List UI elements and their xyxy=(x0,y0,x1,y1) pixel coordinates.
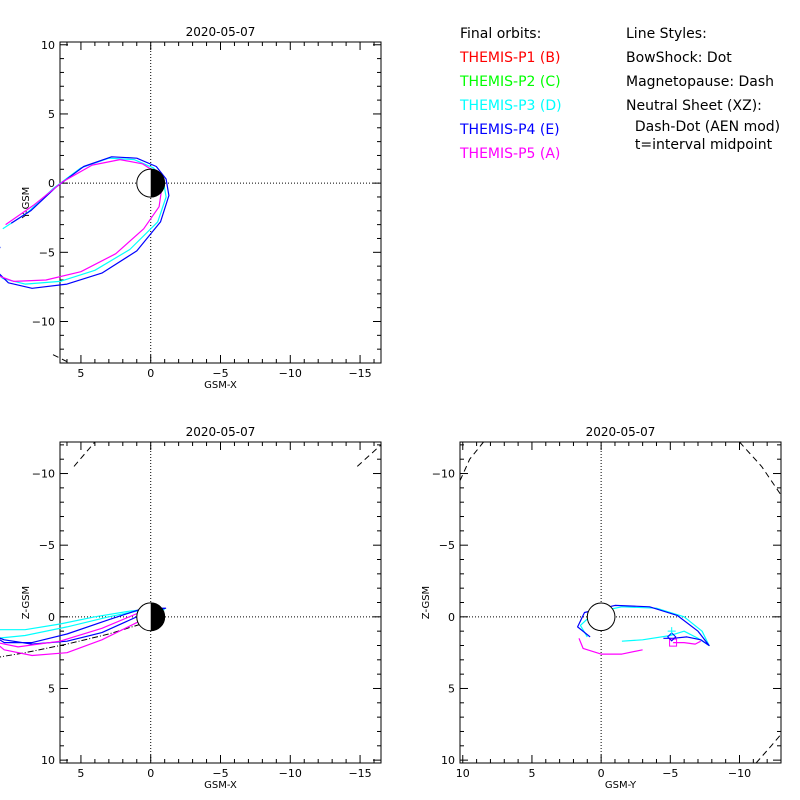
axis-ticks: 10 5 0 −5 −10 −10 −5 0 5 10 xyxy=(432,442,782,780)
x-tick-label: −10 xyxy=(279,767,302,780)
y-tick-label: 5 xyxy=(448,682,455,695)
x-tick-label: 0 xyxy=(147,367,154,380)
legend-title: Final orbits: xyxy=(460,26,542,42)
x-tick-label: −5 xyxy=(212,367,228,380)
y-axis-label: Y-GSM xyxy=(21,187,32,220)
plot-frame xyxy=(59,41,382,364)
y-tick-label: −10 xyxy=(32,468,55,481)
x-tick-label: 5 xyxy=(77,367,84,380)
chart-title: 2020-05-07 xyxy=(186,425,256,439)
orbit-line xyxy=(673,640,702,645)
x-tick-label: −5 xyxy=(662,767,678,780)
x-tick-label: 5 xyxy=(77,767,84,780)
style-bowshock: BowShock: Dot xyxy=(626,50,732,66)
y-tick-label: 5 xyxy=(48,682,55,695)
orbit-line xyxy=(0,159,163,282)
x-tick-label: −10 xyxy=(279,367,302,380)
y-tick-label: −5 xyxy=(439,539,455,552)
legend-item-p4: THEMIS-P4 (E) xyxy=(460,122,560,138)
earth-night-side xyxy=(150,169,165,198)
orbit-line xyxy=(0,607,165,639)
orbit-tracks xyxy=(0,607,167,657)
style-magnetopause: Magnetopause: Dash xyxy=(626,74,775,90)
y-tick-label: 5 xyxy=(48,108,55,121)
chart-title: 2020-05-07 xyxy=(586,425,656,439)
y-tick-label: −5 xyxy=(39,539,55,552)
legend-title: Line Styles: xyxy=(626,26,707,42)
end-marker-plus xyxy=(667,627,676,636)
earth-symbol xyxy=(136,602,166,632)
y-axis-label: Z-GSM xyxy=(21,586,32,619)
x-tick-label: −5 xyxy=(212,767,228,780)
magnetopause-line xyxy=(459,441,484,481)
orbit-line xyxy=(0,610,164,657)
magnetopause-line xyxy=(73,441,96,467)
end-markers xyxy=(666,627,678,647)
y-tick-label: −10 xyxy=(432,468,455,481)
legend-item-p1: THEMIS-P1 (B) xyxy=(460,50,561,66)
earth-symbol xyxy=(586,602,616,632)
orbit-tracks xyxy=(0,156,170,289)
axis-ticks: 5 0 −5 −10 −15 −10 −5 0 5 10 xyxy=(32,39,381,380)
earth-night-side xyxy=(150,602,165,631)
magnetopause-line xyxy=(356,444,382,467)
legend-item-p3: THEMIS-P3 (D) xyxy=(460,98,562,114)
y-tick-label: −10 xyxy=(32,315,55,328)
style-neutral-sheet-time: t=interval midpoint xyxy=(626,137,773,153)
magnetopause-line xyxy=(739,441,782,496)
x-tick-label: −15 xyxy=(348,767,371,780)
panel-xz: 2020-05-07 GSM-X Z-GSM 5 0 −5 −10 −15−10−505… xyxy=(0,425,382,791)
x-tick-label: −10 xyxy=(728,767,751,780)
panel-xy: 2020-05-07 GSM-X Y-GSM 5 0 −5 −10 −15−10−505… xyxy=(0,25,382,391)
x-tick-label: 5 xyxy=(528,767,535,780)
x-axis-label: GSM-X xyxy=(204,780,237,791)
y-axis-label: Z-GSM xyxy=(421,586,432,619)
legend-item-p5: THEMIS-P5 (A) xyxy=(460,146,561,162)
reference-lines xyxy=(459,441,782,764)
legend-item-p2: THEMIS-P2 (C) xyxy=(460,74,561,90)
y-tick-label: 10 xyxy=(41,39,55,52)
magnetopause-line xyxy=(52,354,71,364)
style-neutral-sheet: Neutral Sheet (XZ): xyxy=(626,98,762,114)
plot-frame xyxy=(59,441,382,764)
x-tick-label: 0 xyxy=(598,767,605,780)
reference-lines xyxy=(0,441,382,658)
x-tick-label: 0 xyxy=(147,767,154,780)
x-axis-label: GSM-Y xyxy=(605,780,637,791)
y-tick-label: −5 xyxy=(39,246,55,259)
line-styles-legend: Line Styles: BowShock: Dot Magnetopause:… xyxy=(626,22,780,154)
reference-lines xyxy=(52,354,71,364)
plot-frame xyxy=(459,441,782,764)
y-tick-label: 10 xyxy=(41,754,55,767)
x-tick-label: −15 xyxy=(348,367,371,380)
axis-ticks: 5 0 −5 −10 −15 −10 −5 0 5 10 xyxy=(32,442,381,780)
y-tick-label: 0 xyxy=(48,611,55,624)
chart-title: 2020-05-07 xyxy=(186,25,256,39)
y-tick-label: 0 xyxy=(448,611,455,624)
panel-yz: 2020-05-07 GSM-Y Z-GSM 10 5 0 −5 −10−10−5051… xyxy=(421,425,782,791)
style-neutral-sheet-detail: Dash-Dot (AEN mod) xyxy=(626,119,781,135)
y-tick-label: 10 xyxy=(441,754,455,767)
orbit-line xyxy=(0,156,170,289)
end-marker-diamond xyxy=(666,632,677,642)
x-axis-label: GSM-X xyxy=(204,380,237,391)
earth-circle xyxy=(586,602,616,632)
x-tick-label: 10 xyxy=(456,767,470,780)
neutral-sheet-line xyxy=(0,620,151,658)
orbits-legend: Final orbits: THEMIS-P1 (B) THEMIS-P2 (C… xyxy=(460,22,562,166)
orbit-line xyxy=(578,638,643,655)
orbit-line xyxy=(576,604,710,647)
orbit-line xyxy=(0,607,167,645)
y-tick-label: 0 xyxy=(48,177,55,190)
magnetopause-line xyxy=(755,733,782,764)
earth-symbol xyxy=(136,168,166,198)
